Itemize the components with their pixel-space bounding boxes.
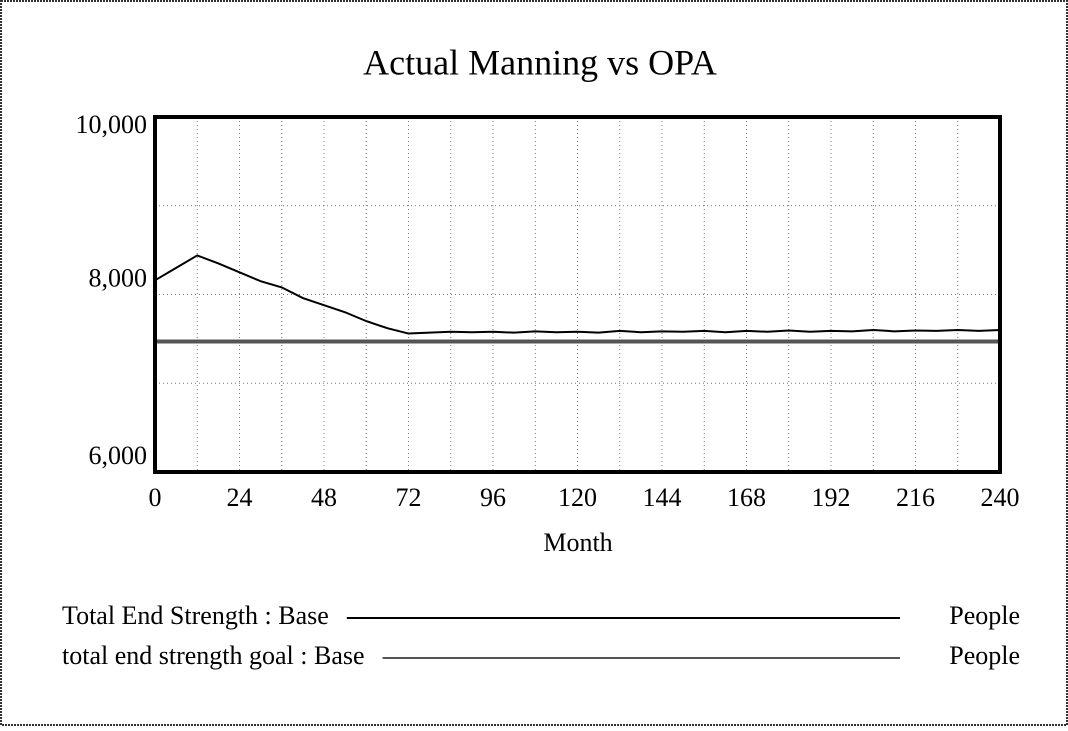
x-tick-label: 72 — [396, 483, 422, 512]
x-tick-label: 240 — [981, 483, 1020, 512]
y-tick-label: 8,000 — [89, 263, 148, 292]
x-tick-label: 144 — [643, 483, 682, 512]
x-tick-label: 24 — [227, 483, 253, 512]
legend-label: Total End Strength : Base — [62, 601, 329, 630]
chart-title: Actual Manning vs OPA — [363, 42, 717, 82]
x-tick-label: 192 — [812, 483, 851, 512]
x-tick-label: 168 — [727, 483, 766, 512]
x-tick-label: 96 — [480, 483, 506, 512]
y-tick-label: 10,000 — [76, 110, 148, 139]
x-tick-label: 0 — [149, 483, 162, 512]
y-tick-label: 6,000 — [89, 441, 148, 470]
x-tick-label: 216 — [896, 483, 935, 512]
x-axis-label: Month — [543, 528, 612, 557]
legend-unit: People — [949, 641, 1020, 670]
plot-frame — [153, 115, 1002, 474]
legend-unit: People — [949, 601, 1020, 630]
x-tick-label: 48 — [311, 483, 337, 512]
legend-label: total end strength goal : Base — [62, 641, 365, 670]
series-line — [154, 254, 1001, 335]
x-tick-label: 120 — [558, 483, 597, 512]
